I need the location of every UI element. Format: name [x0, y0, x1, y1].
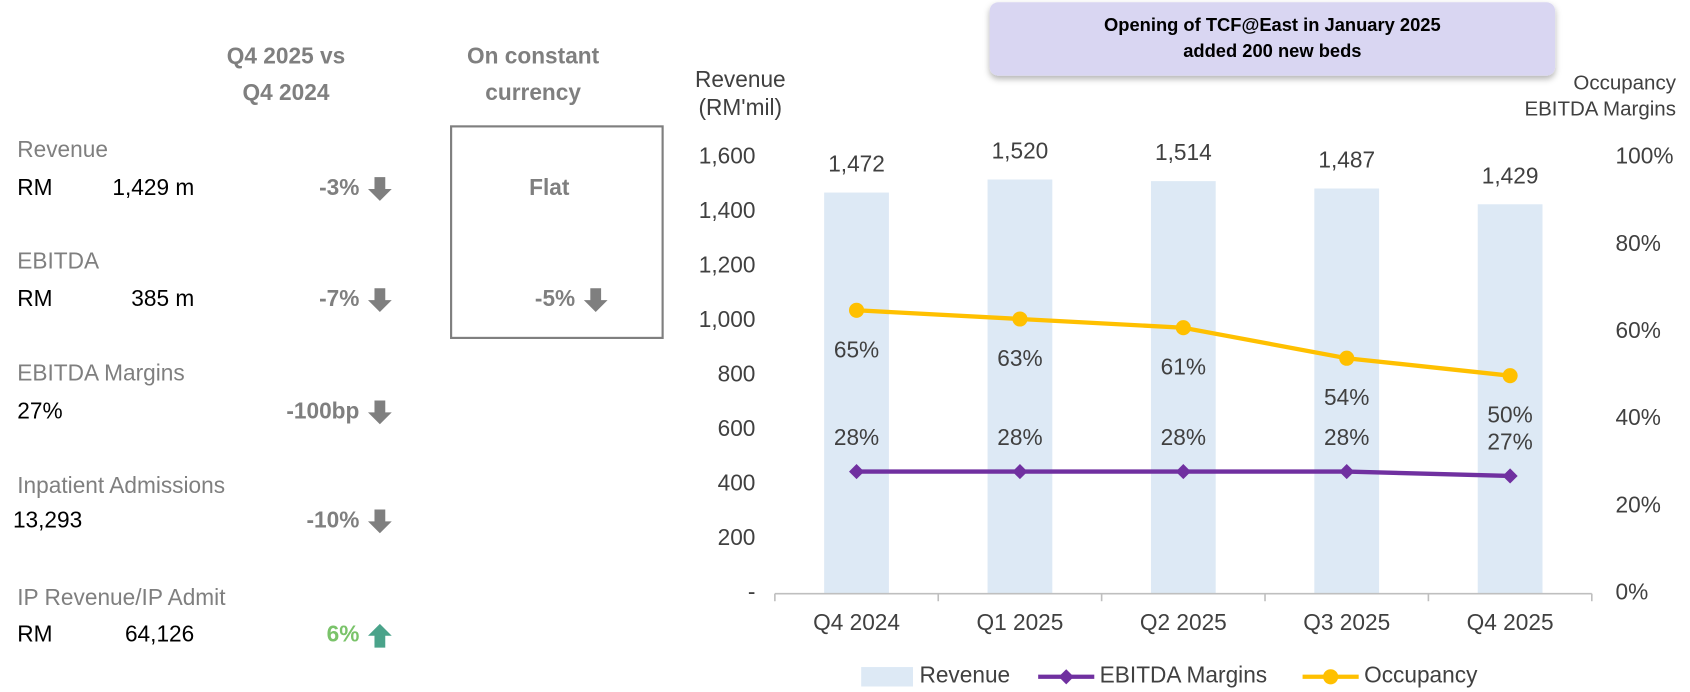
kpi-label: Revenue — [17, 136, 108, 162]
line-value-label: 65% — [834, 336, 879, 362]
kpi-unit: RM — [17, 621, 52, 647]
bar-value-label: 1,520 — [992, 137, 1049, 163]
kpi-label: IP Revenue/IP Admit — [17, 584, 226, 610]
kpi-change: 6% — [327, 621, 360, 647]
marker — [1012, 311, 1028, 327]
kpi-value: 64,126 — [125, 621, 194, 647]
kpi-label: EBITDA Margins — [17, 360, 184, 386]
trend-arrow — [368, 288, 392, 313]
bar — [1150, 181, 1216, 594]
kpi-change: -7% — [319, 285, 359, 311]
x-tick-label: Q3 2025 — [1303, 609, 1390, 635]
x-tick-label: Q1 2025 — [976, 609, 1063, 635]
legend-swatch — [861, 667, 913, 687]
constant-box — [450, 125, 664, 339]
trend-arrow — [368, 623, 392, 648]
trend-arrow — [583, 288, 608, 313]
header: On constant — [467, 42, 600, 68]
line-value-label: 61% — [1161, 354, 1206, 380]
line-value-label: 28% — [834, 424, 879, 450]
trend-arrow — [368, 400, 392, 425]
annotation: Opening of TCF@East in January 2025 — [1104, 14, 1441, 35]
line-value-label: 28% — [1161, 424, 1206, 450]
legend-label: Occupancy — [1364, 662, 1478, 688]
x-tick-label: Q4 2024 — [813, 609, 900, 635]
y-axis-title: Revenue — [695, 66, 786, 92]
trend-arrow — [368, 509, 392, 534]
line-value-label: 50% — [1487, 402, 1532, 428]
bar-value-label: 1,429 — [1482, 162, 1539, 188]
line-value-label: 28% — [997, 424, 1042, 450]
kpi-change: -100bp — [286, 397, 359, 423]
y2-tick-label: 20% — [1616, 491, 1661, 517]
kpi-unit: RM — [17, 285, 52, 311]
kpi-label: Inpatient Admissions — [17, 472, 225, 498]
y-tick-label: 200 — [718, 524, 756, 550]
marker — [1502, 368, 1518, 384]
bar — [987, 179, 1053, 594]
header: Q4 2025 vs — [227, 42, 345, 68]
marker — [848, 302, 865, 318]
kpi-change: -3% — [319, 174, 359, 200]
header: Q4 2024 — [243, 79, 330, 105]
kpi-value: 13,293 — [13, 506, 82, 532]
line-value-label: 63% — [997, 345, 1042, 371]
kpi-value: 1,429 m — [112, 174, 194, 200]
y-tick-label: 600 — [718, 415, 756, 441]
bar — [1477, 204, 1543, 594]
y-tick-label: 1,000 — [699, 306, 756, 332]
kpi-value: 27% — [17, 397, 62, 423]
line-value-label: 54% — [1324, 384, 1369, 410]
bar — [1314, 188, 1380, 594]
marker — [1323, 669, 1339, 685]
bar — [824, 192, 889, 594]
bar-value-label: 1,487 — [1318, 146, 1375, 172]
kpi-label: EBITDA — [17, 247, 100, 273]
kpi-value: 385 m — [131, 285, 194, 311]
y-tick-label: - — [748, 579, 756, 605]
y-tick-label: 800 — [718, 361, 756, 387]
constant-change: Flat — [529, 174, 570, 200]
x-tick-label: Q4 2025 — [1467, 609, 1554, 635]
x-tick-label: Q2 2025 — [1140, 609, 1227, 635]
bar-value-label: 1,472 — [828, 151, 885, 177]
marker — [1339, 350, 1355, 366]
line-value-label: 28% — [1324, 424, 1369, 450]
line-value-label: 27% — [1487, 429, 1532, 455]
y2-tick-label: 40% — [1616, 404, 1661, 430]
marker — [1502, 468, 1518, 484]
y2-axis-title: EBITDA Margins — [1524, 98, 1676, 121]
constant-change: -5% — [535, 285, 575, 311]
legend-label: EBITDA Margins — [1100, 662, 1267, 688]
y-tick-label: 1,600 — [699, 143, 756, 169]
y2-axis-title: Occupancy — [1573, 72, 1676, 95]
marker — [1058, 669, 1074, 685]
y-tick-label: 1,200 — [699, 252, 756, 278]
y-tick-label: 400 — [718, 470, 756, 496]
kpi-change: -10% — [306, 506, 359, 532]
y-axis-title: (RM'mil) — [699, 94, 783, 120]
annotation: added 200 new beds — [1183, 40, 1361, 61]
y2-tick-label: 60% — [1616, 317, 1661, 343]
bar-value-label: 1,514 — [1155, 139, 1212, 165]
y2-tick-label: 80% — [1616, 230, 1661, 256]
y2-tick-label: 100% — [1616, 143, 1674, 169]
y-tick-label: 1,400 — [699, 197, 756, 223]
kpi-unit: RM — [17, 174, 52, 200]
legend-label: Revenue — [919, 662, 1010, 688]
marker — [1175, 320, 1191, 336]
trend-arrow — [368, 177, 392, 201]
header: currency — [485, 79, 581, 105]
annotation-box — [989, 2, 1556, 76]
y2-tick-label: 0% — [1616, 579, 1649, 605]
